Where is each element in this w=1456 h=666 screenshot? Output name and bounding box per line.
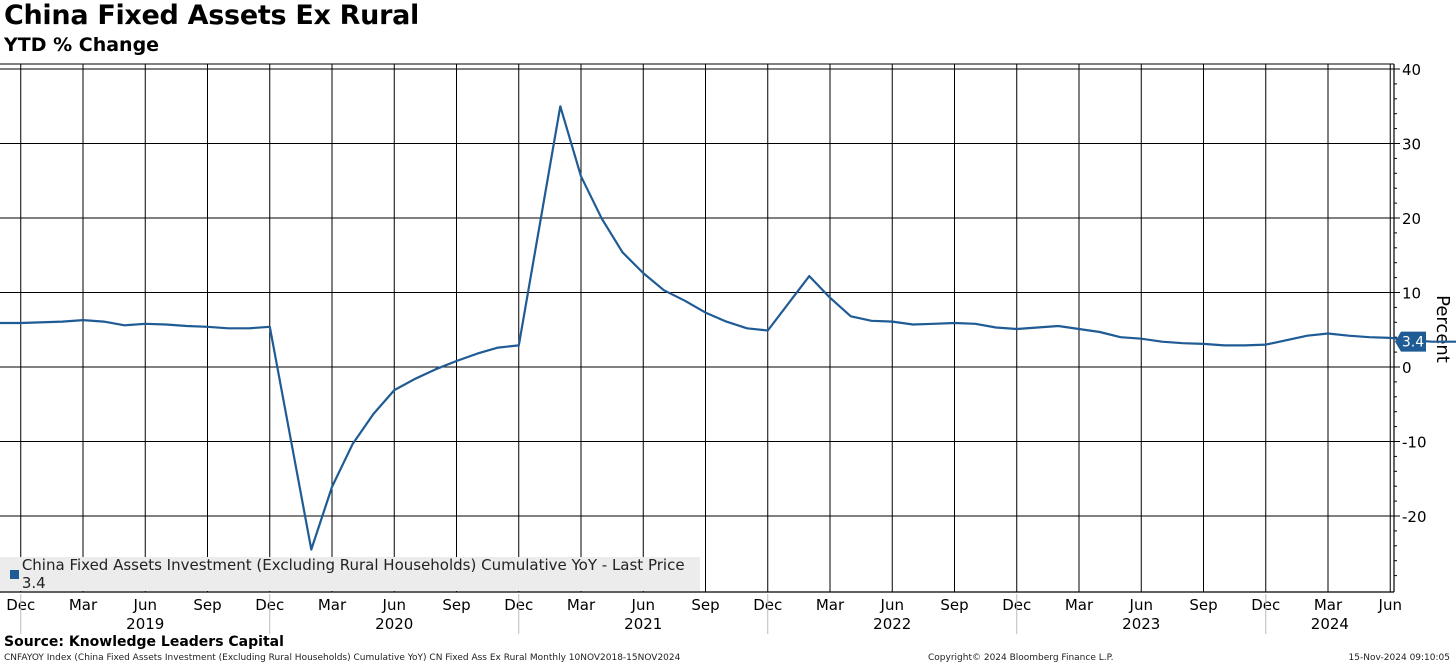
y-tick-label: 40 xyxy=(1402,61,1421,79)
y-tick-label: 0 xyxy=(1402,359,1412,377)
x-tick-label: Mar xyxy=(1314,596,1343,614)
x-tick-label: Jun xyxy=(880,596,904,614)
x-tick-label: Mar xyxy=(816,596,845,614)
series-line xyxy=(0,105,1456,551)
x-tick-label: Mar xyxy=(1065,596,1094,614)
legend-label: China Fixed Assets Investment (Excluding… xyxy=(21,556,685,592)
y-tick-label: -10 xyxy=(1402,434,1427,452)
y-tick-label: 30 xyxy=(1402,136,1421,154)
footer-ticker-info: CNFAYOY Index (China Fixed Assets Invest… xyxy=(4,653,681,663)
source-note: Source: Knowledge Leaders Capital xyxy=(4,634,284,650)
legend-swatch xyxy=(10,569,19,579)
x-tick-label: Sep xyxy=(940,596,968,614)
footer-timestamp: 15-Nov-2024 09:10:05 xyxy=(1348,653,1450,663)
x-tick-label: Mar xyxy=(318,596,347,614)
x-tick-label: Jun xyxy=(631,596,655,614)
footer-copyright: Copyright© 2024 Bloomberg Finance L.P. xyxy=(928,653,1114,663)
x-tick-label: Sep xyxy=(691,596,719,614)
x-tick-label: Mar xyxy=(567,596,596,614)
y-tick-label: -20 xyxy=(1402,508,1427,526)
x-tick-label: Sep xyxy=(1189,596,1217,614)
y-axis-label: Percent xyxy=(1432,295,1453,363)
x-year-label: 2019 xyxy=(126,615,164,633)
x-tick-label: Mar xyxy=(69,596,98,614)
chart-legend: China Fixed Assets Investment (Excluding… xyxy=(0,556,700,592)
x-tick-label: Jun xyxy=(382,596,406,614)
y-tick-label: 20 xyxy=(1402,210,1421,228)
x-year-label: 2020 xyxy=(375,615,413,633)
x-year-label: 2023 xyxy=(1122,615,1160,633)
last-price-label: 3.4 xyxy=(1402,335,1424,351)
x-tick-label: Jun xyxy=(133,596,157,614)
x-year-label: 2021 xyxy=(624,615,662,633)
x-tick-label: Jun xyxy=(1129,596,1153,614)
x-tick-label: Sep xyxy=(193,596,221,614)
chart-subtitle: YTD % Change xyxy=(4,34,160,56)
x-tick-label: Sep xyxy=(442,596,470,614)
x-year-label: 2024 xyxy=(1311,615,1349,633)
x-tick-label: Jun xyxy=(1378,596,1402,614)
x-year-label: 2022 xyxy=(873,615,911,633)
chart-title: China Fixed Assets Ex Rural xyxy=(4,0,419,31)
last-price-tag xyxy=(1395,331,1426,352)
y-tick-label: 10 xyxy=(1402,285,1421,303)
